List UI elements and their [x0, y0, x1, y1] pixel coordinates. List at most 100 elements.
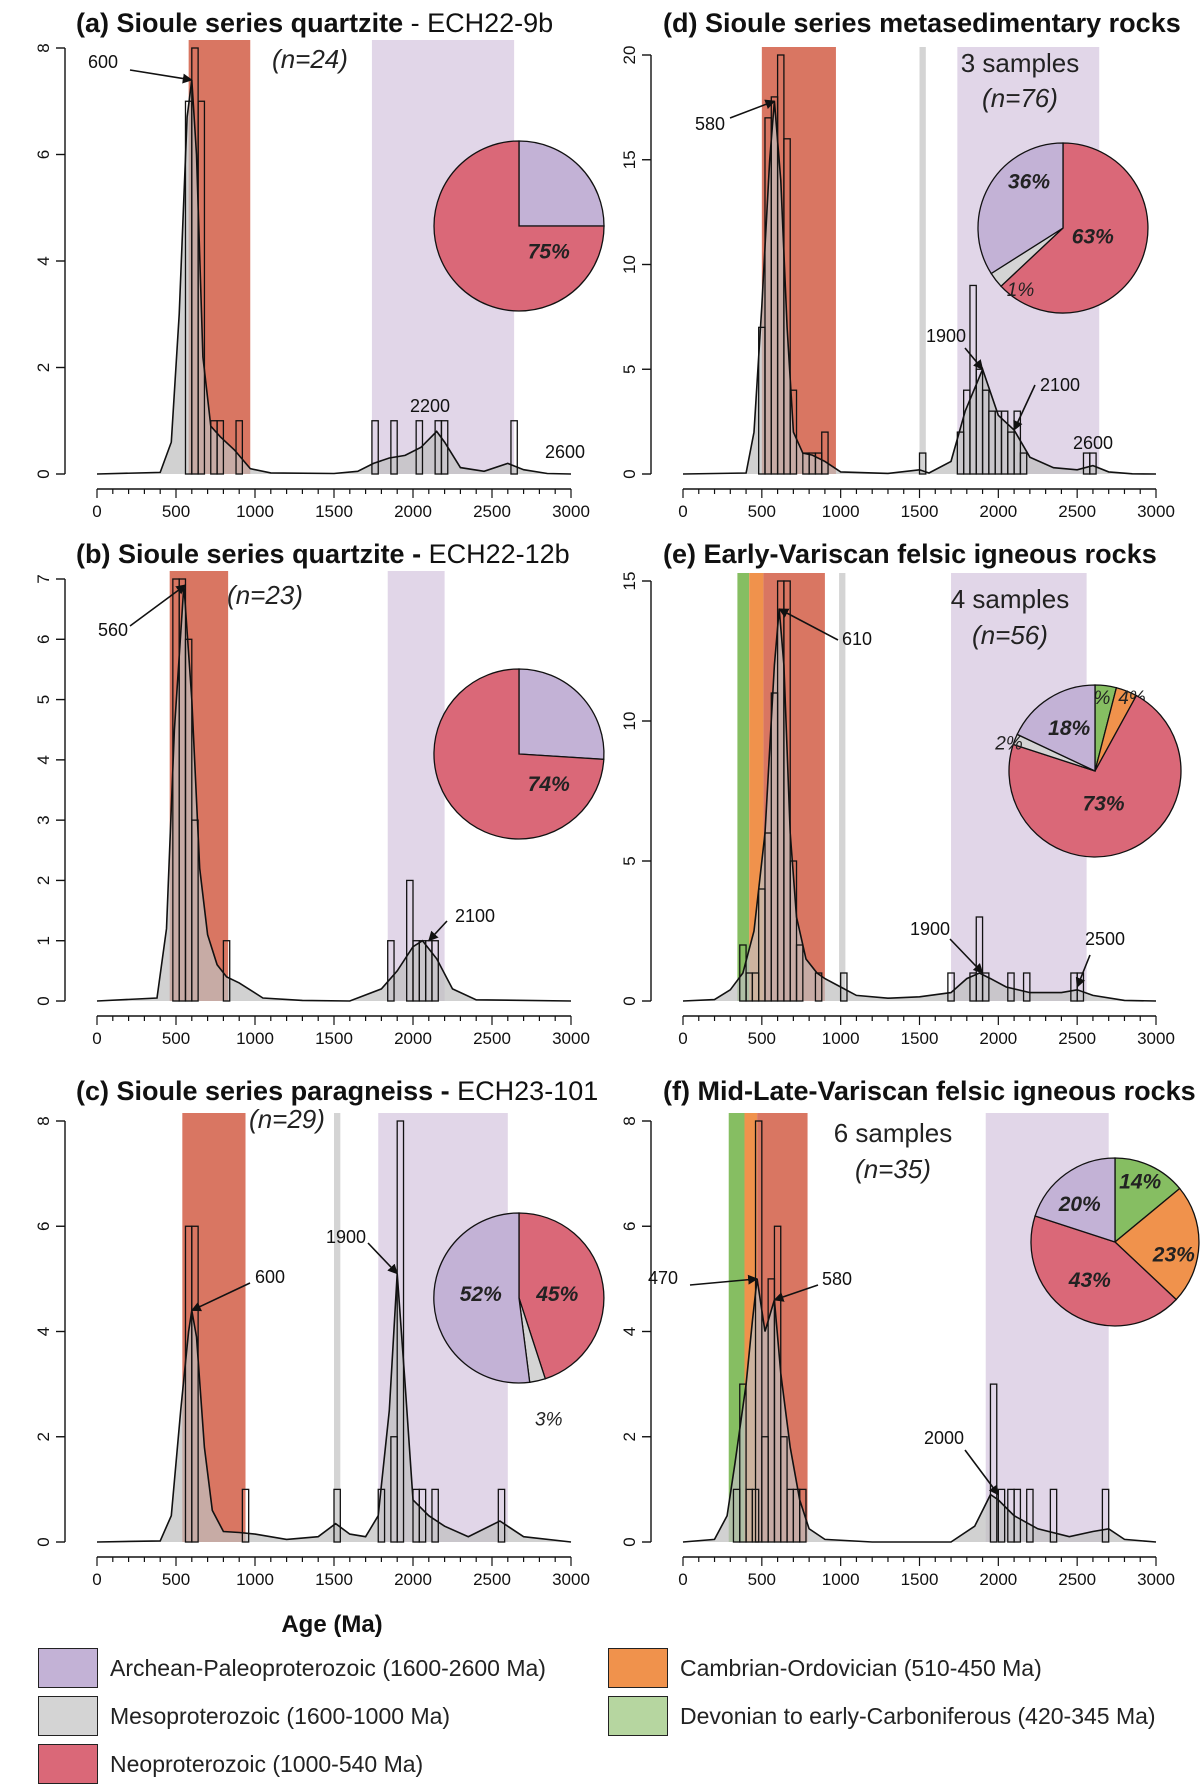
histogram-bar: [371, 420, 379, 475]
n-label: (n=29): [249, 1104, 325, 1134]
y-tick-label: 6: [34, 150, 53, 159]
x-tick-label: 2000: [979, 1029, 1017, 1048]
samples-label: 3 samples: [961, 48, 1080, 78]
histogram-bar: [1022, 972, 1031, 1002]
x-tick-label: 0: [678, 502, 687, 521]
x-tick-label: 500: [748, 1029, 776, 1048]
x-tick-label: 1000: [822, 1570, 860, 1589]
y-tick-label: 3: [34, 815, 53, 824]
pie-label: 36%: [1008, 170, 1050, 193]
y-tick-label: 7: [34, 574, 53, 583]
peak-label: 2100: [455, 906, 495, 926]
panel-d: 0 5 10 15 20 0 500 1000 1500 2000 2500 3000 (d) Siou…: [620, 8, 1181, 521]
x-tick-label: 3000: [1137, 1570, 1175, 1589]
age-band: [334, 1113, 341, 1542]
histogram-bar: [773, 1225, 782, 1543]
y-tick-label: 10: [620, 712, 639, 731]
kde-line: [96, 1273, 572, 1543]
pie-slice: [1008, 694, 1182, 858]
histogram-bar: [1026, 1488, 1034, 1543]
histogram-bar: [918, 452, 927, 475]
peak-label: 600: [88, 52, 118, 72]
x-tick-label: 2000: [979, 1570, 1017, 1589]
n-label: (n=24): [272, 44, 348, 74]
panel-title-bold: (a) Sioule series quartzite: [76, 8, 403, 38]
legend-swatch: [608, 1696, 668, 1736]
histogram-bar: [235, 420, 244, 475]
histogram-bar: [396, 1120, 405, 1543]
pie-slice: [433, 140, 605, 312]
histogram-bar: [1089, 452, 1097, 475]
y-tick-label: 2: [34, 1432, 53, 1441]
histogram-bar: [795, 944, 804, 1002]
y-tick-label: 0: [34, 469, 53, 478]
x-tick-label: 2000: [394, 502, 432, 521]
histogram-bar: [754, 1120, 763, 1543]
histogram-bar: [947, 972, 955, 1002]
histogram-bar: [241, 1488, 250, 1543]
histogram-bar: [390, 420, 398, 475]
pie-label: 18%: [1048, 717, 1090, 740]
pie-label: 63%: [1072, 226, 1114, 249]
pie-label: 14%: [1119, 1171, 1161, 1194]
y-tick-label: 4: [620, 1327, 639, 1336]
y-tick-label: 0: [620, 469, 639, 478]
y-tick-label: 0: [620, 1537, 639, 1546]
pie-label: 75%: [528, 241, 570, 264]
peak-label: 2200: [410, 396, 450, 416]
legend-item: Neoproterozoic (1000-540 Ma): [38, 1744, 423, 1784]
y-tick-label: 5: [620, 365, 639, 374]
peak-arrow: [964, 347, 984, 371]
x-tick-label: 2500: [1058, 1029, 1096, 1048]
y-tick-label: 4: [34, 755, 53, 764]
histogram-bar: [191, 1225, 199, 1543]
kde-area: [683, 1278, 1156, 1542]
pie-slice: [518, 1212, 605, 1380]
x-tick-label: 1500: [315, 502, 353, 521]
x-tick-label: 0: [678, 1570, 687, 1589]
peak-arrow: [778, 608, 839, 641]
legend-item: Devonian to early-Carboniferous (420-345…: [608, 1696, 1156, 1736]
histogram-bar: [789, 860, 798, 1002]
y-tick-label: 15: [620, 572, 639, 591]
y-tick-label: 0: [34, 996, 53, 1005]
legend-swatch: [38, 1696, 98, 1736]
y-tick-label: 0: [34, 1537, 53, 1546]
histogram-bar: [222, 940, 231, 1002]
x-tick-label: 500: [748, 502, 776, 521]
legend-swatch: [608, 1648, 668, 1688]
samples-label: 4 samples: [951, 584, 1070, 614]
samples-label: 6 samples: [834, 1118, 953, 1148]
x-tick-label: 1500: [901, 1570, 939, 1589]
x-tick-label: 3000: [552, 1570, 590, 1589]
pie-label: 23%: [1152, 1244, 1195, 1267]
pie-label: 74%: [528, 773, 570, 796]
panel-title: (e) Early-Variscan felsic igneous rocks: [663, 539, 1157, 569]
kde-line: [96, 584, 572, 1002]
histogram-bar: [197, 100, 206, 475]
peak-arrow: [367, 1242, 398, 1275]
x-tick-label: 500: [162, 502, 190, 521]
peak-arrow: [1013, 384, 1036, 431]
peak-label: 610: [842, 629, 872, 649]
kde-line: [96, 79, 572, 475]
legend-item: Archean-Paleoproterozoic (1600-2600 Ma): [38, 1648, 546, 1688]
x-tick-label: 0: [92, 1029, 101, 1048]
x-tick-label: 3000: [1137, 1029, 1175, 1048]
x-tick-label: 3000: [552, 502, 590, 521]
legend-label: Devonian to early-Carboniferous (420-345…: [680, 1702, 1156, 1729]
x-tick-label: 1000: [236, 502, 274, 521]
age-band: [919, 47, 926, 474]
panel-title: (b) Sioule series quartzite - ECH22-12b: [76, 539, 570, 569]
peak-label: 2500: [1085, 929, 1125, 949]
pie-slice: [518, 140, 605, 227]
peak-arrow: [428, 920, 448, 942]
histogram-bar: [387, 940, 395, 1002]
x-tick-label: 1000: [236, 1029, 274, 1048]
histogram-bar: [1049, 1488, 1058, 1543]
x-tick-label: 2500: [473, 1029, 511, 1048]
legend-label: Cambrian-Ordovician (510-450 Ma): [680, 1654, 1042, 1681]
x-tick-label: 1000: [822, 502, 860, 521]
y-tick-label: 2: [34, 363, 53, 372]
x-tick-label: 0: [678, 1029, 687, 1048]
